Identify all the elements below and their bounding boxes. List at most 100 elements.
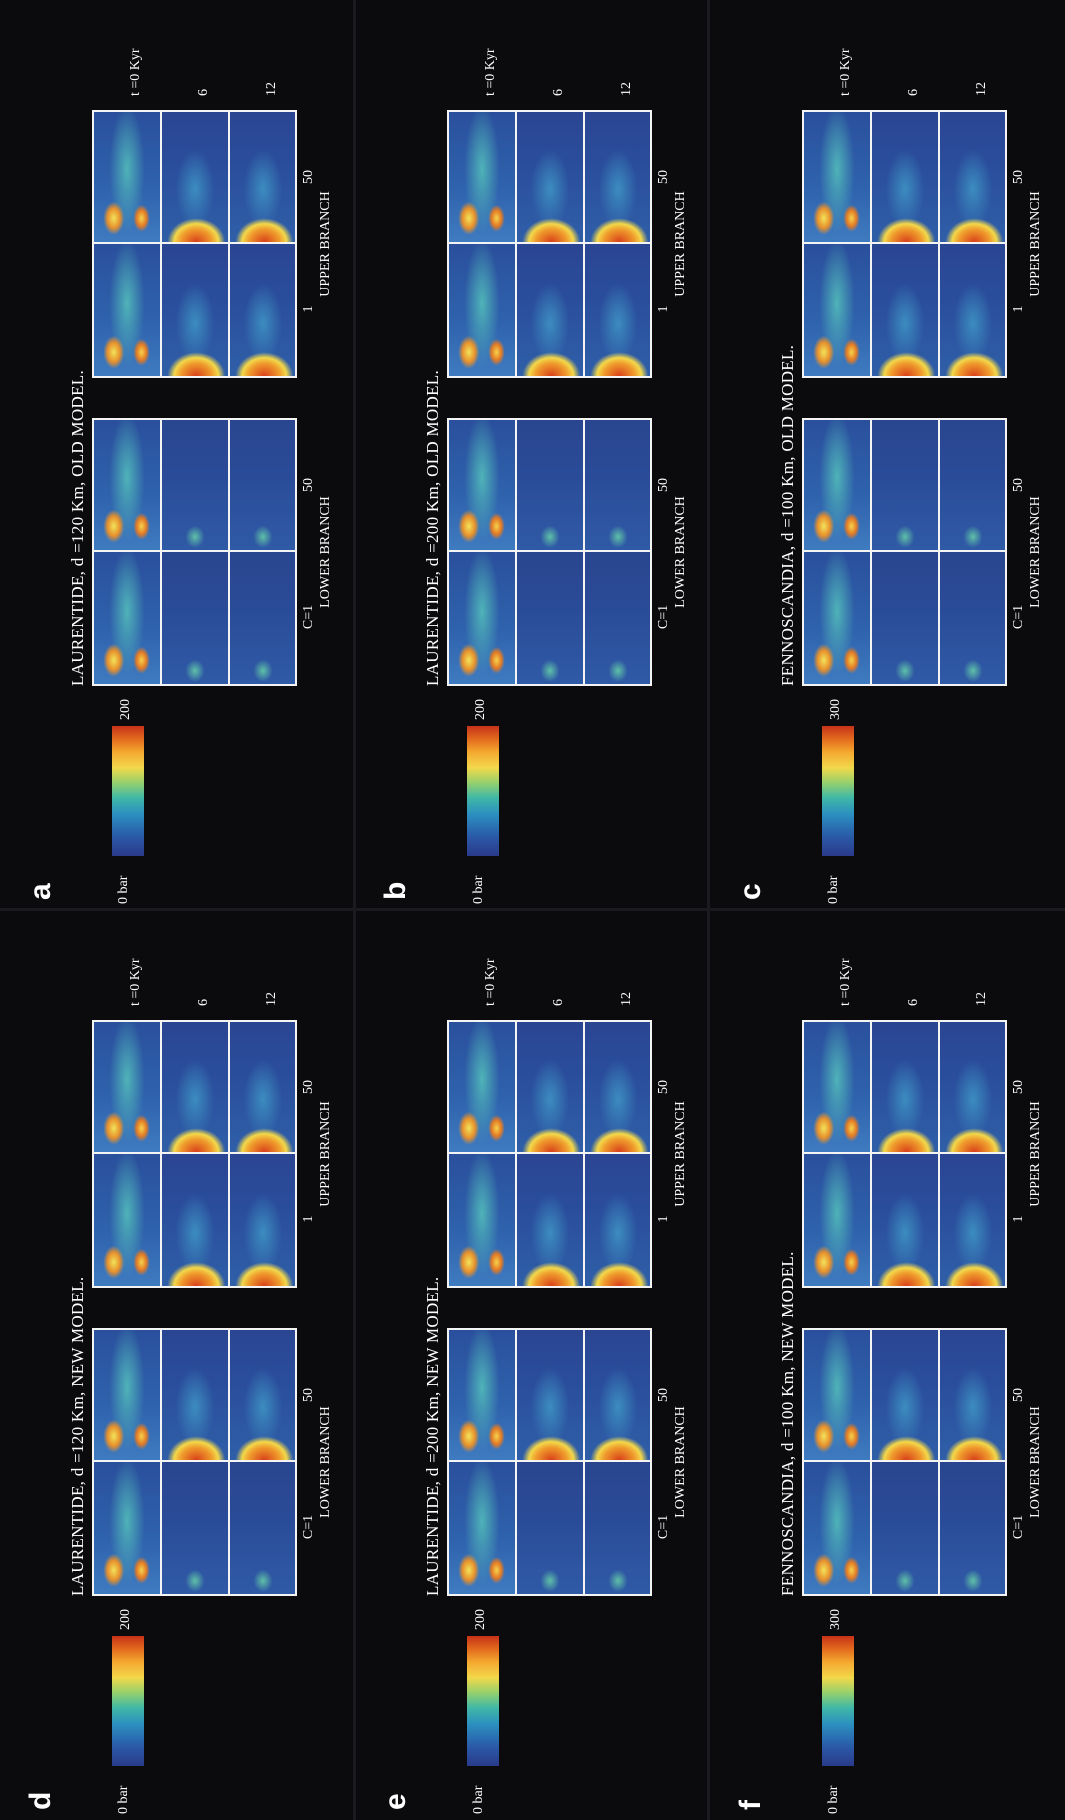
color-scale-max-label: 200 [473,1609,488,1630]
branch-label: UPPER BRANCH [673,191,688,297]
c-label: 50 [1011,478,1026,492]
branch-label: UPPER BRANCH [673,1101,688,1207]
c-label: 1 [656,1215,671,1223]
map-cell [94,244,160,376]
branch-label: LOWER BRANCH [673,1406,688,1518]
c-label: 50 [1011,170,1026,184]
upper-branch-grid [802,110,1007,378]
map-cell [872,1462,938,1594]
color-scale-gradient [822,726,854,856]
map-cell [517,1020,583,1152]
map-cell [517,110,583,242]
map-cell [872,110,938,242]
map-cell [940,552,1006,684]
color-scale-min-label: 0 bar [826,875,841,904]
color-scale: 0 bar 300 [822,1606,854,1814]
branch-label: LOWER BRANCH [318,1406,333,1518]
grid-divider [228,420,230,684]
panel-title: LAURENTIDE, d =200 Km, NEW MODEL. [423,1276,442,1596]
color-scale-min-label: 0 bar [826,1785,841,1814]
map-cell [804,1462,870,1594]
map-cell [872,552,938,684]
time-label: 12 [619,992,634,1006]
map-cell [585,1154,651,1286]
map-cell [94,110,160,242]
map-cell [517,552,583,684]
time-label: 12 [264,992,279,1006]
grid-divider [583,1022,585,1286]
panel-letter: f [734,1800,767,1810]
grid-divider [449,1152,650,1154]
color-scale-gradient [467,726,499,856]
map-cell [872,244,938,376]
map-cell [162,418,228,550]
map-cell [230,244,296,376]
map-cell [94,418,160,550]
color-scale: 0 bar 200 [112,1606,144,1814]
map-cell [162,244,228,376]
map-cell [449,1020,515,1152]
map-cell [449,552,515,684]
grid-divider [449,550,650,552]
map-cell [585,418,651,550]
panel-title: FENNOSCANDIA, d =100 Km, OLD MODEL. [778,344,797,686]
time-label: 6 [551,89,566,96]
c-label: 1 [1011,1215,1026,1223]
upper-branch-grid [92,110,297,378]
map-cell [872,1020,938,1152]
map-cell [230,1328,296,1460]
map-cell [517,1328,583,1460]
grid-divider [870,420,872,684]
color-scale-gradient [112,1636,144,1766]
upper-branch-grid [447,1020,652,1288]
map-cell [517,1154,583,1286]
grid-divider [160,1330,162,1594]
grid-divider [160,112,162,376]
upper-branch-grid [802,1020,1007,1288]
grid-divider [160,420,162,684]
map-cell [94,552,160,684]
color-scale: 0 bar 200 [467,1606,499,1814]
panel-separator [0,908,1065,911]
map-cell [872,1154,938,1286]
time-label: 6 [906,999,921,1006]
c-label: 1 [301,305,316,313]
branch-label: UPPER BRANCH [318,1101,333,1207]
time-label: 12 [974,82,989,96]
map-cell [230,110,296,242]
map-cell [585,1462,651,1594]
map-cell [449,1154,515,1286]
lower-branch-grid [92,1328,297,1596]
map-cell [94,1154,160,1286]
c-label: 50 [301,1388,316,1402]
time-label: 6 [196,999,211,1006]
map-cell [230,418,296,550]
time-label: 6 [551,999,566,1006]
grid-divider [449,1460,650,1462]
grid-divider [804,550,1005,552]
c-label: C=1 [301,1514,316,1540]
map-cell [585,110,651,242]
map-cell [162,552,228,684]
branch-label: UPPER BRANCH [1028,1101,1043,1207]
c-label: 1 [1011,305,1026,313]
grid-divider [583,112,585,376]
time-label: 12 [974,992,989,1006]
map-cell [449,244,515,376]
grid-divider [583,420,585,684]
map-cell [804,1020,870,1152]
map-cell [517,1462,583,1594]
map-cell [940,1020,1006,1152]
map-cell [162,1154,228,1286]
lower-branch-grid [802,1328,1007,1596]
color-scale-min-label: 0 bar [471,875,486,904]
map-cell [162,1328,228,1460]
grid-divider [515,420,517,684]
panel-title: LAURENTIDE, d =200 Km, OLD MODEL. [423,369,442,686]
map-cell [230,1020,296,1152]
grid-divider [160,1022,162,1286]
c-label: 50 [301,1080,316,1094]
map-cell [804,110,870,242]
lower-branch-grid [447,1328,652,1596]
c-label: 50 [1011,1080,1026,1094]
